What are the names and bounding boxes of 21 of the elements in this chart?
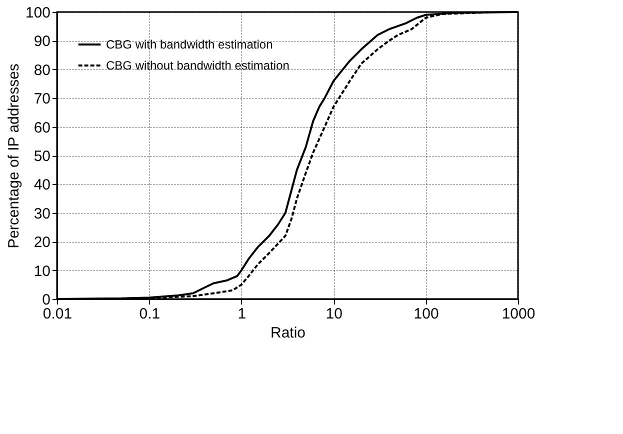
legend-label: CBG with bandwidth estimation [106,38,273,52]
x-tick-label: 0.01 [42,306,72,322]
y-tick-label: 10 [34,262,50,280]
y-tick-label: 70 [34,90,50,108]
y-tick-label: 40 [34,176,50,194]
x-axis-title: Ratio [270,324,306,342]
x-tick-label: 10 [326,306,342,322]
legend-label: CBG without bandwidth estimation [106,58,290,72]
y-tick-label: 30 [34,205,50,222]
x-tick-label: 0.1 [139,306,160,322]
x-tick-label: 1000 [502,306,536,322]
y-tick-label: 20 [34,234,50,252]
x-tick-label: 100 [414,306,439,322]
y-tick-label: 80 [34,62,50,79]
y-tick-label: 100 [25,4,50,22]
y-axis-title: Percentage of IP addresses [5,64,22,248]
y-tick-label: 50 [34,148,50,165]
y-tick-label: 60 [34,119,50,136]
y-tick-label: 0 [42,292,50,308]
y-tick-label: 90 [34,33,50,50]
x-tick-label: 1 [238,306,246,322]
